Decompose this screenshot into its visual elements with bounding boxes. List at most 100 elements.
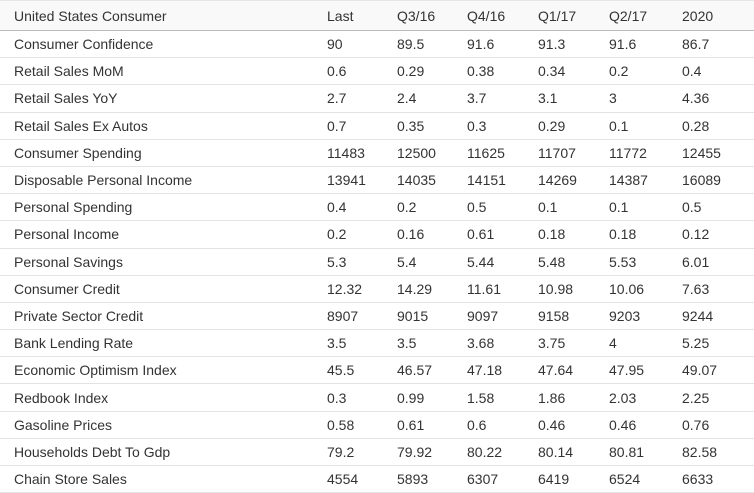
cell-value-q2-17: 9203 xyxy=(609,302,682,331)
cell-value-last: 11483 xyxy=(327,139,397,167)
row-label[interactable]: Disposable Personal Income xyxy=(0,166,327,195)
cell-value-2020: 49.07 xyxy=(682,356,754,385)
cell-value-q3-16: 89.5 xyxy=(397,30,467,59)
row-label[interactable]: Retail Sales Ex Autos xyxy=(0,112,327,140)
row-label[interactable]: Households Debt To Gdp xyxy=(0,438,327,467)
cell-value-q3-16: 0.16 xyxy=(397,220,467,249)
cell-value-last: 79.2 xyxy=(327,438,397,467)
cell-value-2020: 7.63 xyxy=(682,275,754,303)
cell-value-q3-16: 3.5 xyxy=(397,329,467,358)
cell-value-q4-16: 14151 xyxy=(467,166,538,195)
cell-value-q2-17: 5.53 xyxy=(609,248,682,276)
cell-value-q2-17: 3 xyxy=(609,84,682,113)
cell-value-q1-17: 3.75 xyxy=(538,329,609,358)
cell-value-last: 0.3 xyxy=(327,383,397,412)
row-label[interactable]: Consumer Spending xyxy=(0,139,327,167)
table-row: Chain Store Sales 4554 5893 6307 6419 65… xyxy=(0,465,754,493)
cell-value-q1-17: 10.98 xyxy=(538,275,609,303)
table-row: Gasoline Prices 0.58 0.61 0.6 0.46 0.46 … xyxy=(0,411,754,439)
cell-value-q1-17: 0.46 xyxy=(538,411,609,439)
table-row: Personal Savings 5.3 5.4 5.44 5.48 5.53 … xyxy=(0,248,754,276)
cell-value-last: 0.6 xyxy=(327,57,397,86)
cell-value-2020: 16089 xyxy=(682,166,754,195)
cell-value-last: 0.7 xyxy=(327,112,397,140)
row-label[interactable]: Consumer Confidence xyxy=(0,30,327,59)
cell-value-q2-17: 10.06 xyxy=(609,275,682,303)
table-row: Retail Sales Ex Autos 0.7 0.35 0.3 0.29 … xyxy=(0,112,754,140)
cell-value-q2-17: 14387 xyxy=(609,166,682,195)
cell-value-2020: 5.25 xyxy=(682,329,754,358)
cell-value-2020: 82.58 xyxy=(682,438,754,467)
cell-value-q4-16: 47.18 xyxy=(467,356,538,385)
row-label[interactable]: Personal Spending xyxy=(0,193,327,222)
cell-value-q3-16: 9015 xyxy=(397,302,467,331)
cell-value-q2-17: 0.2 xyxy=(609,57,682,86)
row-label[interactable]: Gasoline Prices xyxy=(0,411,327,439)
cell-value-q2-17: 0.1 xyxy=(609,112,682,140)
cell-value-q2-17: 80.81 xyxy=(609,438,682,467)
table-row: Households Debt To Gdp 79.2 79.92 80.22 … xyxy=(0,438,754,467)
column-header-2020: 2020 xyxy=(682,0,754,31)
cell-value-last: 3.5 xyxy=(327,329,397,358)
cell-value-2020: 4.36 xyxy=(682,84,754,113)
cell-value-q3-16: 0.29 xyxy=(397,57,467,86)
cell-value-q1-17: 14269 xyxy=(538,166,609,195)
row-label[interactable]: Retail Sales MoM xyxy=(0,57,327,86)
cell-value-q1-17: 0.29 xyxy=(538,112,609,140)
table-row: Retail Sales YoY 2.7 2.4 3.7 3.1 3 4.36 xyxy=(0,84,754,113)
row-label[interactable]: Retail Sales YoY xyxy=(0,84,327,113)
cell-value-q3-16: 46.57 xyxy=(397,356,467,385)
cell-value-q4-16: 1.58 xyxy=(467,383,538,412)
cell-value-q3-16: 79.92 xyxy=(397,438,467,467)
cell-value-q4-16: 3.68 xyxy=(467,329,538,358)
cell-value-q3-16: 14035 xyxy=(397,166,467,195)
cell-value-last: 0.2 xyxy=(327,220,397,249)
row-label[interactable]: Economic Optimism Index xyxy=(0,356,327,385)
cell-value-last: 45.5 xyxy=(327,356,397,385)
cell-value-q3-16: 0.35 xyxy=(397,112,467,140)
cell-value-last: 8907 xyxy=(327,302,397,331)
cell-value-last: 2.7 xyxy=(327,84,397,113)
row-label[interactable]: Private Sector Credit xyxy=(0,302,327,331)
row-label[interactable]: Bank Lending Rate xyxy=(0,329,327,358)
cell-value-last: 5.3 xyxy=(327,248,397,276)
table-row: Retail Sales MoM 0.6 0.29 0.38 0.34 0.2 … xyxy=(0,57,754,86)
row-label[interactable]: Personal Income xyxy=(0,220,327,249)
cell-value-q4-16: 0.5 xyxy=(467,193,538,222)
row-label[interactable]: Personal Savings xyxy=(0,248,327,276)
cell-value-q1-17: 9158 xyxy=(538,302,609,331)
cell-value-q1-17: 0.18 xyxy=(538,220,609,249)
table-row: Consumer Confidence 90 89.5 91.6 91.3 91… xyxy=(0,30,754,59)
cell-value-2020: 2.25 xyxy=(682,383,754,412)
cell-value-q3-16: 0.2 xyxy=(397,193,467,222)
cell-value-last: 12.32 xyxy=(327,275,397,303)
row-label[interactable]: Consumer Credit xyxy=(0,275,327,303)
cell-value-q2-17: 11772 xyxy=(609,139,682,167)
cell-value-q3-16: 2.4 xyxy=(397,84,467,113)
cell-value-q1-17: 47.64 xyxy=(538,356,609,385)
cell-value-q2-17: 0.18 xyxy=(609,220,682,249)
cell-value-q3-16: 12500 xyxy=(397,139,467,167)
cell-value-q2-17: 47.95 xyxy=(609,356,682,385)
cell-value-2020: 86.7 xyxy=(682,30,754,59)
cell-value-q4-16: 5.44 xyxy=(467,248,538,276)
cell-value-2020: 0.12 xyxy=(682,220,754,249)
header-row: United States Consumer Last Q3/16 Q4/16 … xyxy=(0,0,754,31)
row-label[interactable]: Redbook Index xyxy=(0,383,327,412)
cell-value-q2-17: 2.03 xyxy=(609,383,682,412)
row-label[interactable]: Chain Store Sales xyxy=(0,465,327,493)
cell-value-q4-16: 91.6 xyxy=(467,30,538,59)
cell-value-q1-17: 6419 xyxy=(538,465,609,493)
column-header-q3-16: Q3/16 xyxy=(397,0,467,31)
cell-value-q2-17: 4 xyxy=(609,329,682,358)
cell-value-2020: 0.28 xyxy=(682,112,754,140)
cell-value-2020: 12455 xyxy=(682,139,754,167)
cell-value-2020: 0.4 xyxy=(682,57,754,86)
cell-value-2020: 0.5 xyxy=(682,193,754,222)
column-header-q4-16: Q4/16 xyxy=(467,0,538,31)
cell-value-last: 0.4 xyxy=(327,193,397,222)
cell-value-2020: 0.76 xyxy=(682,411,754,439)
cell-value-q1-17: 80.14 xyxy=(538,438,609,467)
table-row: Disposable Personal Income 13941 14035 1… xyxy=(0,166,754,195)
